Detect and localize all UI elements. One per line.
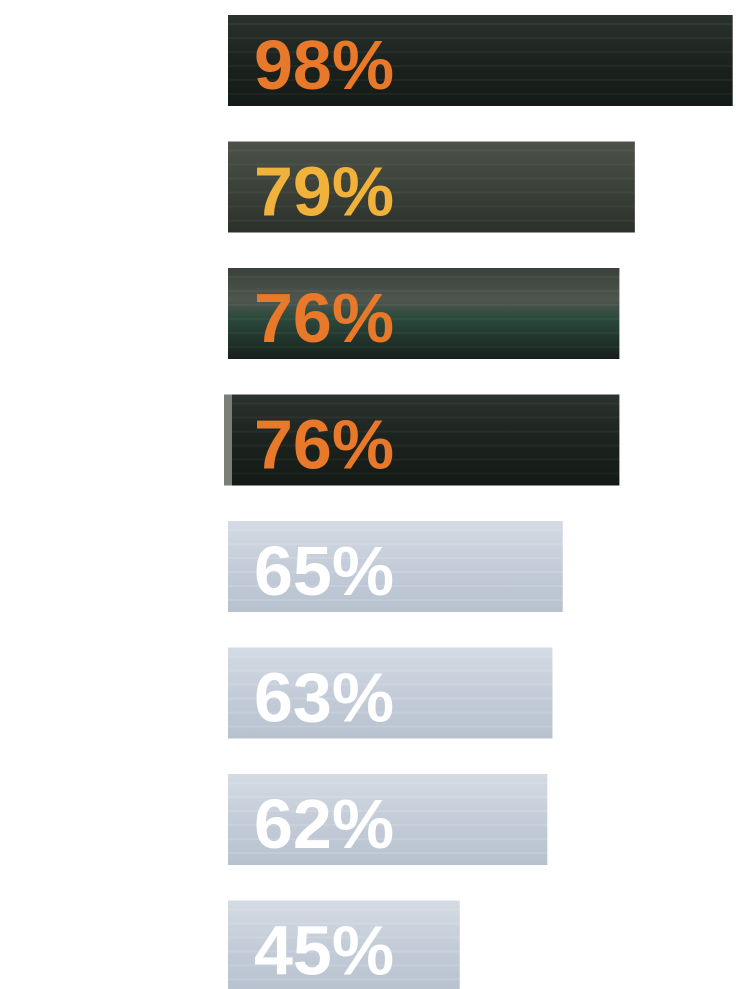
data-label: 62% xyxy=(254,785,394,863)
bar-texture-line xyxy=(228,796,548,798)
bar-texture-line xyxy=(228,346,620,348)
bar-texture-line xyxy=(228,964,460,967)
bar-texture-line xyxy=(228,444,620,447)
data-label: 45% xyxy=(254,912,394,989)
bar-texture-line xyxy=(228,402,620,405)
bars xyxy=(224,15,733,989)
bar-texture-line xyxy=(228,304,620,306)
bar-texture-line xyxy=(228,669,553,672)
bar-texture-line xyxy=(228,922,460,925)
bar-8 xyxy=(228,900,460,989)
bar-texture-line xyxy=(228,290,620,292)
bar-texture-line xyxy=(228,318,620,320)
bar-texture-line xyxy=(228,585,563,587)
bar-texture-line xyxy=(228,838,548,840)
bar-edge xyxy=(224,394,232,486)
bar-texture-line xyxy=(228,23,733,25)
bar-texture-line xyxy=(228,65,733,67)
bar-texture-line xyxy=(228,824,548,826)
data-label: 79% xyxy=(254,153,394,231)
bar-texture-line xyxy=(228,936,460,939)
bar-texture-line xyxy=(228,191,635,194)
bar-texture-line xyxy=(228,810,548,812)
bar-texture-line xyxy=(228,93,733,95)
data-label: 76% xyxy=(254,406,394,484)
bar-texture-line xyxy=(228,219,635,222)
bar-texture-line xyxy=(228,599,563,601)
data-label: 65% xyxy=(254,532,394,610)
bar-texture-line xyxy=(228,332,620,334)
data-label: 76% xyxy=(254,279,394,357)
bar-texture-line xyxy=(228,711,553,714)
bar-texture-line xyxy=(228,79,733,81)
bar-4 xyxy=(228,394,620,486)
data-label: 98% xyxy=(254,26,394,104)
bar-texture-line xyxy=(228,725,553,728)
bar-texture-line xyxy=(228,149,635,152)
bar-5 xyxy=(228,521,563,612)
bar-1 xyxy=(228,15,733,106)
bar-texture-line xyxy=(228,655,553,658)
bar-texture-line xyxy=(228,458,620,461)
bar-texture-line xyxy=(228,908,460,911)
bar-texture-line xyxy=(228,163,635,166)
bar-texture-line xyxy=(228,276,620,278)
bar-7 xyxy=(228,774,548,865)
bar-texture-line xyxy=(228,697,553,700)
bar-3 xyxy=(228,268,620,359)
bar-texture-line xyxy=(228,205,635,208)
bar-texture-line xyxy=(228,557,563,559)
bar-2 xyxy=(228,141,635,233)
bar-texture-line xyxy=(228,950,460,953)
bar-texture-line xyxy=(228,683,553,686)
bar-texture-line xyxy=(228,51,733,53)
bar-texture-line xyxy=(228,472,620,475)
bar-texture-line xyxy=(228,571,563,573)
bar-texture-line xyxy=(228,416,620,419)
bar-texture-line xyxy=(228,177,635,180)
value-labels: 98% 79% 76% 76% 65% 63% 62% 45% xyxy=(254,26,394,989)
bar-6 xyxy=(228,647,553,739)
data-label: 63% xyxy=(254,659,394,737)
bar-texture-line xyxy=(228,543,563,545)
bar-texture-line xyxy=(228,430,620,433)
bar-texture-line xyxy=(228,852,548,854)
bar-texture-line xyxy=(228,529,563,531)
bar-texture-line xyxy=(228,978,460,981)
bar-texture-line xyxy=(228,37,733,39)
bar-texture-line xyxy=(228,782,548,784)
